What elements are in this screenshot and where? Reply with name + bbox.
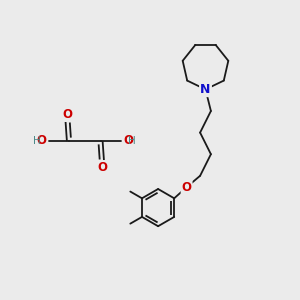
Text: O: O <box>97 160 107 174</box>
Text: O: O <box>123 134 133 148</box>
Text: N: N <box>200 83 211 96</box>
Text: H: H <box>33 136 41 146</box>
Text: O: O <box>36 134 46 148</box>
Text: H: H <box>128 136 136 146</box>
Text: O: O <box>182 181 192 194</box>
Text: O: O <box>62 108 73 122</box>
